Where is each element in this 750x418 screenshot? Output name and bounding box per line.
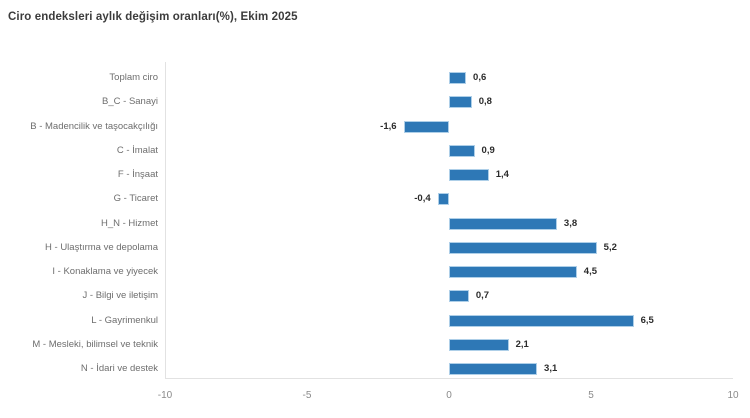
bar <box>449 144 475 157</box>
category-label: B_C - Sanayi <box>102 96 158 108</box>
bar <box>449 72 467 84</box>
value-label: -1,6 <box>380 120 397 132</box>
category-label: J - Bilgi ve iletişim <box>82 290 159 302</box>
bar <box>449 241 597 254</box>
category-label: F - İnşaat <box>117 169 158 180</box>
value-label: 5,2 <box>603 241 617 253</box>
chart-title: Ciro endeksleri aylık değişim oranları(%… <box>8 11 298 23</box>
value-label: 3,1 <box>544 363 558 374</box>
value-label: 0,7 <box>475 290 490 302</box>
bar <box>403 120 449 133</box>
category-label: G - Ticaret <box>113 193 158 205</box>
value-label: -0,4 <box>414 193 431 205</box>
value-label: 2,1 <box>515 338 529 350</box>
value-label: 3,8 <box>563 217 578 229</box>
x-axis-tick-label: -5 <box>302 390 312 401</box>
value-label: 6,5 <box>640 314 654 326</box>
value-label: 0,6 <box>473 72 487 83</box>
category-label: H_N - Hizmet <box>100 217 158 229</box>
bar <box>449 314 634 327</box>
category-label: I - Konaklama ve yiyecek <box>52 266 158 277</box>
bar <box>449 169 489 181</box>
x-axis-tick-label: 10 <box>727 390 739 401</box>
bar <box>449 338 509 351</box>
bar <box>449 363 538 375</box>
value-label: 4,5 <box>583 266 598 277</box>
bar <box>449 217 557 230</box>
bar <box>449 96 472 109</box>
plot-area <box>165 62 733 379</box>
value-label: 1,4 <box>495 169 509 180</box>
x-axis-tick-label: 5 <box>588 390 594 401</box>
category-label: L - Gayrimenkul <box>91 314 158 326</box>
bar <box>437 193 449 206</box>
bar <box>449 266 577 278</box>
x-axis-tick-label: -10 <box>157 390 173 401</box>
category-label: N - İdari ve destek <box>80 363 158 374</box>
category-label: B - Madencilik ve taşocakçılığı <box>30 120 158 132</box>
bar <box>449 290 469 303</box>
value-label: 0,8 <box>478 96 492 108</box>
value-label: 0,9 <box>481 144 495 156</box>
category-label: M - Mesleki, bilimsel ve teknik <box>32 338 158 350</box>
category-label: C - İmalat <box>116 144 158 156</box>
x-axis-tick-label: 0 <box>446 390 452 401</box>
category-label: H - Ulaştırma ve depolama <box>45 241 158 253</box>
category-label: Toplam ciro <box>109 72 158 83</box>
